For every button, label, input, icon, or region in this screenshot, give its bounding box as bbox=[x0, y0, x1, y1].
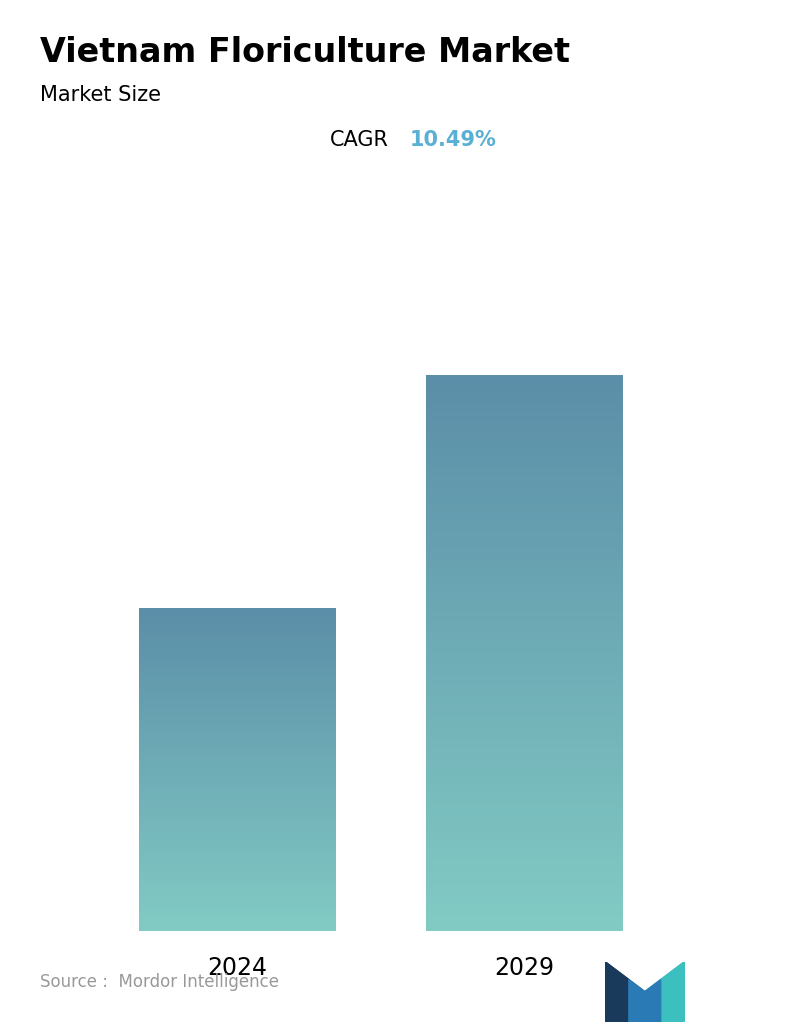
Polygon shape bbox=[629, 979, 661, 1022]
Polygon shape bbox=[605, 962, 645, 1022]
Text: Vietnam Floriculture Market: Vietnam Floriculture Market bbox=[40, 36, 570, 69]
Text: Market Size: Market Size bbox=[40, 85, 161, 104]
Text: 10.49%: 10.49% bbox=[410, 130, 497, 150]
Polygon shape bbox=[645, 962, 685, 1022]
Polygon shape bbox=[605, 962, 629, 1022]
Text: Source :  Mordor Intelligence: Source : Mordor Intelligence bbox=[40, 973, 279, 991]
Polygon shape bbox=[661, 962, 685, 1022]
Text: CAGR: CAGR bbox=[330, 130, 389, 150]
